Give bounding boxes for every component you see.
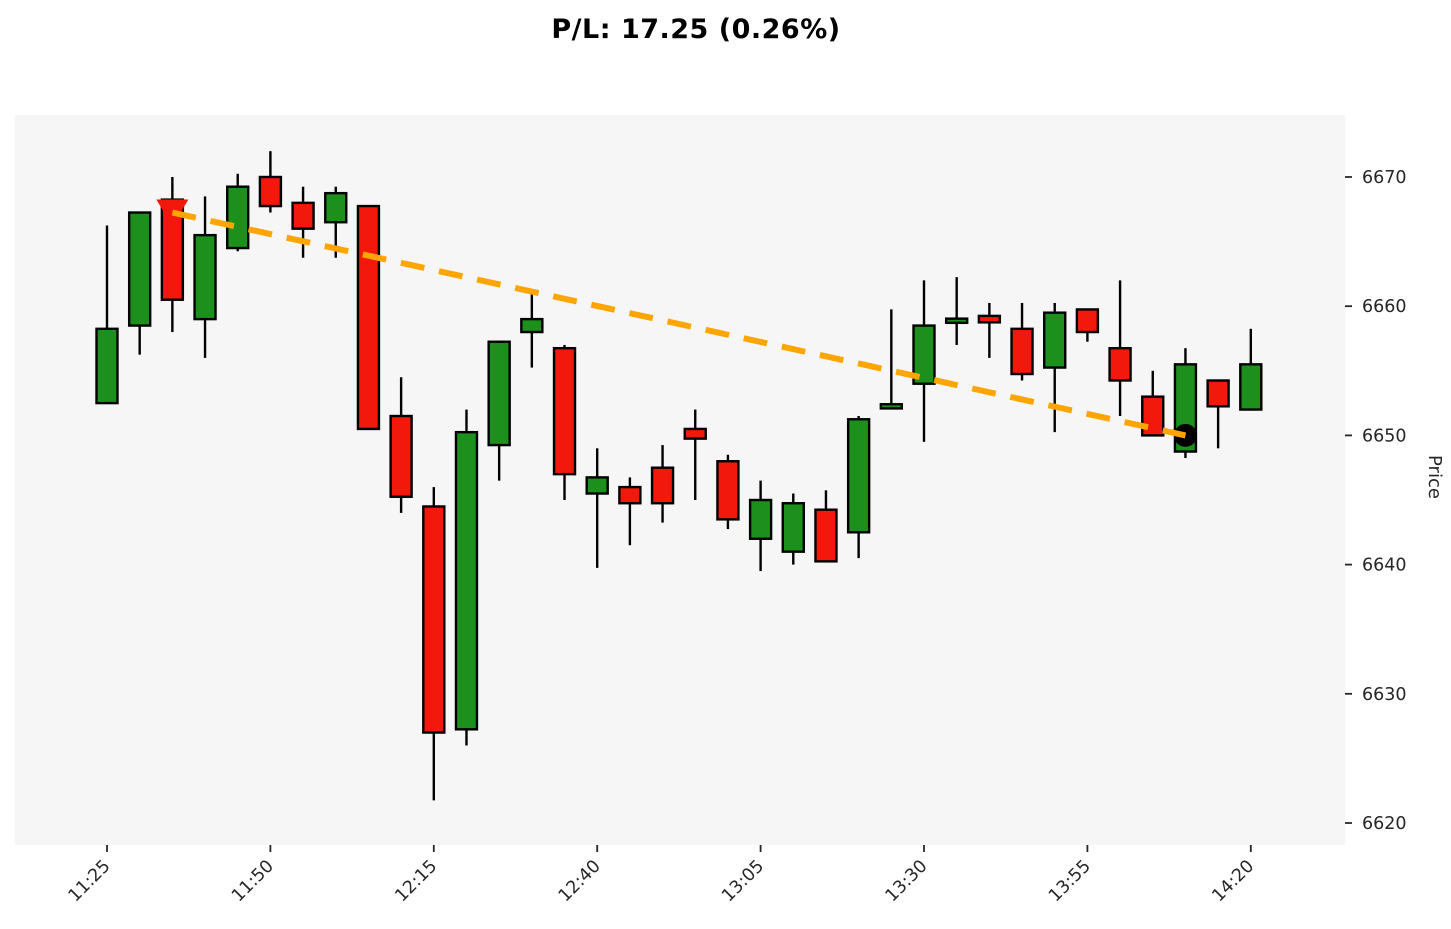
candle-body [618,485,642,505]
candle-body [356,204,381,431]
candle-body [650,466,675,505]
x-tick-label: 11:50 [228,856,278,906]
candle-body [1043,311,1067,369]
y-tick-label: 6660 [1362,297,1407,317]
x-tick-label: 11:25 [65,856,115,906]
x-tick-label: 12:15 [392,856,442,906]
x-tick-label: 13:30 [882,856,932,906]
candle-body [226,185,250,250]
chart-title: P/L: 17.25 (0.26%) [551,14,841,45]
candle-body [324,191,348,224]
candle-body [95,327,119,405]
candle-body [520,317,544,334]
candle-body [1206,379,1230,408]
candle-body [1075,308,1100,334]
candle-body [748,498,773,540]
trade-connector-line [171,209,1187,439]
y-tick-label: 6650 [1362,426,1407,446]
candle-body [487,340,511,447]
candle-body [944,317,969,325]
candle-body [552,346,577,476]
candle-body [879,403,904,410]
candle-body [1010,327,1034,376]
candle-body [814,508,838,563]
candle-body [193,233,217,321]
candle-body [912,324,936,385]
candle-body [1239,363,1263,411]
candle-body [781,502,805,553]
candle-body [683,427,707,440]
x-tick-label: 12:40 [555,856,605,906]
candle-body [1108,346,1132,382]
candle-body [977,314,1002,324]
candle-body [127,211,152,327]
y-tick-label: 6630 [1362,685,1407,705]
candle-body [422,505,446,734]
x-tick-label: 13:55 [1045,856,1095,906]
y-tick-label: 6670 [1362,168,1407,188]
candle-body [454,430,479,731]
candle-body [846,418,871,534]
y-tick-label: 6620 [1362,814,1407,834]
candle-body [291,201,315,230]
candle-body [716,460,740,521]
x-tick-label: 14:20 [1209,856,1259,906]
y-axis-label: Price [1424,455,1445,499]
x-tick-label: 13:05 [718,856,768,906]
candle-body [585,476,609,495]
y-tick-label: 6640 [1362,556,1407,576]
candle-body [258,175,283,208]
candle-body [389,414,413,498]
